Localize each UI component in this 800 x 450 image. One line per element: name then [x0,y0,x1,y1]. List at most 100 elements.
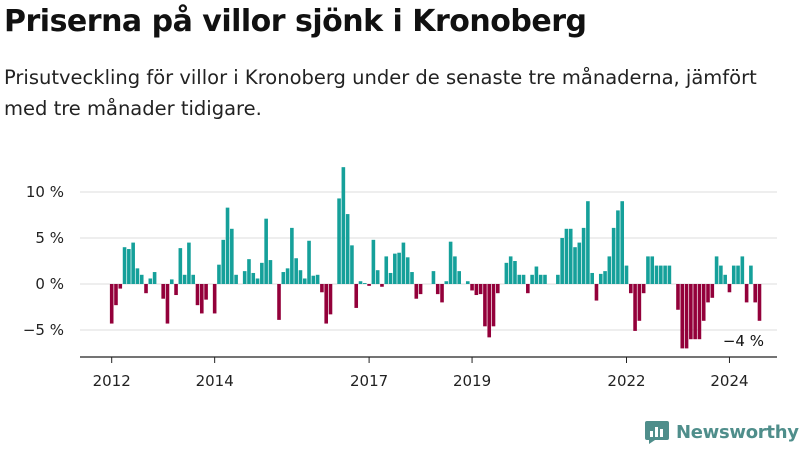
bar [560,238,564,284]
bar [268,260,273,284]
bar [667,265,672,284]
y-tick-label: 0 % [35,275,64,293]
bar [731,265,736,284]
bar [264,218,268,284]
bar [328,284,333,315]
bar [624,265,629,284]
bar [144,284,148,294]
last-value-label: −4 % [723,332,764,350]
bar [165,284,170,324]
bar [543,274,547,284]
bar [701,284,706,321]
bar [118,284,123,289]
bar [380,284,384,287]
x-tick-label: 2022 [607,372,645,390]
y-tick-label: −5 % [23,321,64,339]
bar [757,284,762,321]
bar [401,242,406,284]
bar [727,284,732,293]
newsworthy-logo: Newsworthy [644,419,799,445]
y-axis-labels: −5 % 0 % 5 % 10 % [23,183,64,339]
bar [723,274,727,284]
bar [517,274,522,284]
bar [483,284,487,327]
bar [302,278,307,284]
bar [294,258,298,284]
x-axis-labels: 2012 2014 2017 2019 2022 2024 [93,372,749,390]
bar [388,272,393,284]
bar [285,268,290,284]
bar [633,284,637,331]
bar [663,265,667,284]
bar [358,281,363,284]
bar [114,284,118,306]
bar [199,284,204,314]
bar [448,241,453,284]
bar [496,284,500,294]
newsworthy-logo-text: Newsworthy [676,421,799,443]
bar [307,240,311,284]
bar [234,274,238,284]
bar [598,273,603,284]
bar [247,259,251,284]
bar [152,272,157,284]
bar [290,227,294,284]
bar [363,283,367,284]
bar [281,272,286,284]
bar [127,249,131,284]
x-axis [80,356,777,363]
bar [684,284,689,349]
bar [620,201,625,284]
bar [530,274,534,284]
bar [337,198,341,284]
bar [384,256,389,284]
bar [195,284,200,306]
bar [710,284,715,298]
bar [251,272,256,284]
bar [350,245,354,284]
bar [603,271,607,284]
bar [187,242,191,284]
chart-title: Priserna på villor sjönk i Kronoberg [4,4,587,39]
bar [435,284,440,295]
bar [680,284,685,349]
bar [697,284,702,340]
bar [577,242,582,284]
bar [457,271,461,284]
bar [191,274,196,284]
bar [444,281,449,284]
bar [590,272,594,284]
bar [375,270,380,284]
bar [148,278,153,284]
bar [465,281,470,284]
bar [534,266,539,284]
bar [719,265,723,284]
bar [431,271,436,284]
bar [654,265,659,284]
y-tick-label: 5 % [35,229,64,247]
bar [453,256,457,284]
bar [538,274,543,284]
x-tick-label: 2019 [453,372,491,390]
bar [611,227,616,284]
bar [131,242,135,284]
bar [676,284,680,310]
gridlines [80,191,777,331]
bar [693,284,697,340]
bar [616,210,620,284]
bar [311,275,316,284]
x-tick-label: 2017 [350,372,388,390]
bar [418,284,423,295]
bar [414,284,419,299]
bar [182,274,187,284]
bar [397,252,401,284]
bar [504,262,509,284]
bar [139,274,144,284]
bar [478,284,483,295]
bar [178,248,183,284]
bar [260,262,264,284]
bar [393,253,397,284]
bar [487,284,492,338]
bar [298,270,303,284]
bar [521,274,526,284]
